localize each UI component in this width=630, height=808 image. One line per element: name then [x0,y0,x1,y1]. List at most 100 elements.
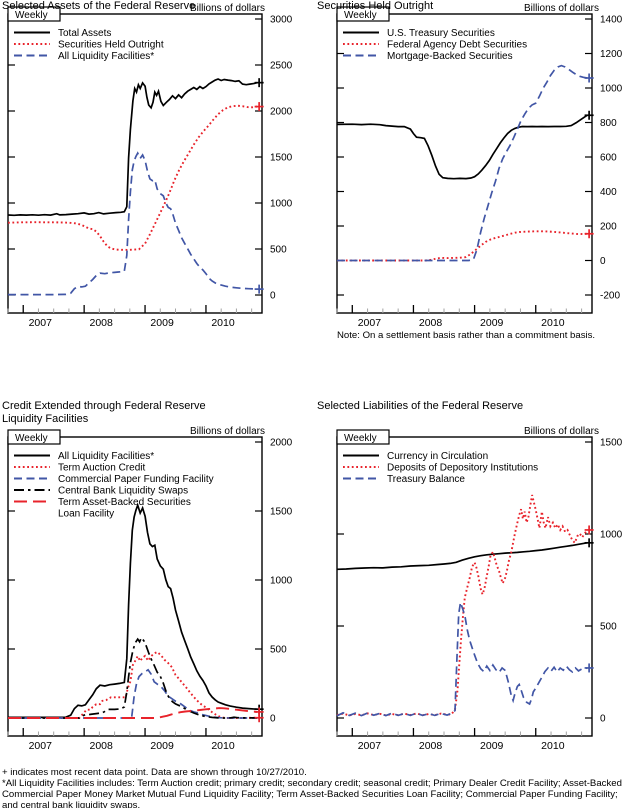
y-tick-label: 2000 [270,107,293,118]
frequency-label: Weekly [336,6,390,22]
unit-label: Billions of dollars [523,426,599,437]
y-tick-label: 600 [600,153,617,164]
y-tick-label: 0 [600,256,606,267]
legend-label: All Liquidity Facilities* [58,451,154,462]
series-mortgage-backed-securities [337,64,588,262]
series-currency-in-circulation [336,541,588,571]
chart-header: Selected Assets of the Federal Reserve B… [0,0,315,14]
frequency-label: Weekly [7,6,61,22]
chart-canvas-selected-liabilities: 0 500 1000 1500 2007 2008 2009 2010 Weekly Curren… [336,429,623,752]
y-tick-label: 800 [600,118,617,129]
x-year-label: 2007 [358,317,382,329]
x-year-label: 2010 [541,740,565,752]
legend-label: U.S. Treasury Securities [387,28,495,39]
x-year-label: 2008 [419,317,443,329]
legend-label: Currency in Circulation [387,451,488,462]
x-year-label: 2010 [211,740,235,752]
frequency-label: Weekly [7,429,61,445]
chart-title: Selected Assets of the Federal Reserve [2,0,196,12]
legend-label: Total Assets [58,28,111,39]
footnote-liquidity-definition: *All Liquidity Facilities includes: Term… [2,778,622,808]
chart-canvas-selected-assets: 0 500 1000 1500 2000 2500 3000 2007 2008 2009 2010… [7,6,293,329]
series-securities-held-outright [7,104,258,251]
unit-label: Billions of dollars [523,3,599,14]
frequency-label: Weekly [336,429,390,445]
x-axis: 2007 2008 2009 2010 [336,728,583,752]
series-term-asset-backed-securities-loan-facility [8,707,258,719]
x-axis: 2007 2008 2009 2010 [7,728,253,752]
weekly-box [7,6,61,22]
legend-label: All Liquidity Facilities* [58,51,154,62]
chart-block-securities-held-outright: Securities Held Outright Billions of dol… [315,0,630,346]
x-year-label: 2008 [419,740,443,752]
chart-title-line2: Liquidity Facilities [2,413,89,425]
x-year-label: 2007 [29,740,53,752]
legend-label: Term Auction Credit [58,463,145,474]
y-tick-label: 2000 [270,438,293,449]
chart-block-liquidity-facilities: Credit Extended through Federal Reserve … [0,400,315,769]
series-all-liquidity-facilities [8,151,258,296]
unit-label: Billions of dollars [189,426,265,437]
legend-label: Mortgage-Backed Securities [387,51,513,62]
x-year-label: 2010 [211,317,235,329]
y-tick-label: 1000 [270,199,293,210]
series-all-liquidity-facilities [8,502,258,719]
series-commercial-paper-funding-facility [8,668,258,719]
footnote-recent-data: + indicates most recent data point. Data… [2,767,307,778]
y-tick-label: 1500 [600,438,623,449]
end-markers [584,73,594,239]
chart-header: Selected Liabilities of the Federal Rese… [315,400,630,437]
footnotes: + indicates most recent data point. Data… [2,767,629,808]
x-year-label: 2009 [480,740,504,752]
weekly-label: Weekly [344,433,377,444]
weekly-label: Weekly [344,10,377,21]
end-markers [254,704,264,723]
y-tick-label: 500 [270,645,287,656]
legend-label: Commercial Paper Funding Facility [58,474,214,485]
y-tick-label: 0 [270,714,276,725]
chart-title-line1: Credit Extended through Federal Reserve [2,400,206,412]
series-group [8,502,258,719]
legend: All Liquidity Facilities*Term Auction Cr… [14,451,214,520]
x-year-label: 2007 [358,740,382,752]
series-total-assets [7,78,258,217]
plot-frame [7,13,263,314]
y-tick-label: 400 [600,187,617,198]
end-markers [254,78,264,294]
y-axis: -200 0 200 400 600 800 1000 1200 1400 [337,15,623,302]
y-tick-label: 1500 [270,507,293,518]
chart-canvas-liquidity-facilities: 0 500 1000 1500 2000 2007 2008 2009 2010 Weekly Al… [7,429,293,752]
y-tick-label: -200 [600,291,620,302]
legend-label: Deposits of Depository Institutions [387,463,538,474]
chart-title: Securities Held Outright [317,0,434,12]
x-year-label: 2009 [150,317,174,329]
y-tick-label: 0 [600,714,606,725]
legend-label: Securities Held Outright [58,40,164,51]
chart-block-selected-assets: Selected Assets of the Federal Reserve B… [0,0,315,346]
series-term-auction-credit [8,650,258,719]
chart-block-selected-liabilities: Selected Liabilities of the Federal Rese… [315,400,630,769]
x-axis: 2007 2008 2009 2010 [7,305,253,329]
y-tick-label: 2500 [270,61,293,72]
plot-frame [336,13,593,314]
y-tick-label: 1400 [600,15,623,26]
y-tick-label: 200 [600,222,617,233]
weekly-box [336,6,390,22]
y-tick-label: 1000 [600,530,623,541]
x-year-label: 2007 [29,317,53,329]
chart-header: Securities Held Outright Billions of dol… [315,0,630,14]
y-tick-label: 1000 [270,576,293,587]
series-group [7,78,258,296]
x-year-label: 2008 [90,740,114,752]
series-group [336,64,588,262]
unit-label: Billions of dollars [189,3,265,14]
y-tick-label: 500 [600,622,617,633]
legend-label: Treasury Balance [387,474,465,485]
legend-label: Loan Facility [58,509,114,520]
y-tick-label: 1500 [270,153,293,164]
x-year-label: 2008 [90,317,114,329]
weekly-box [7,429,61,445]
